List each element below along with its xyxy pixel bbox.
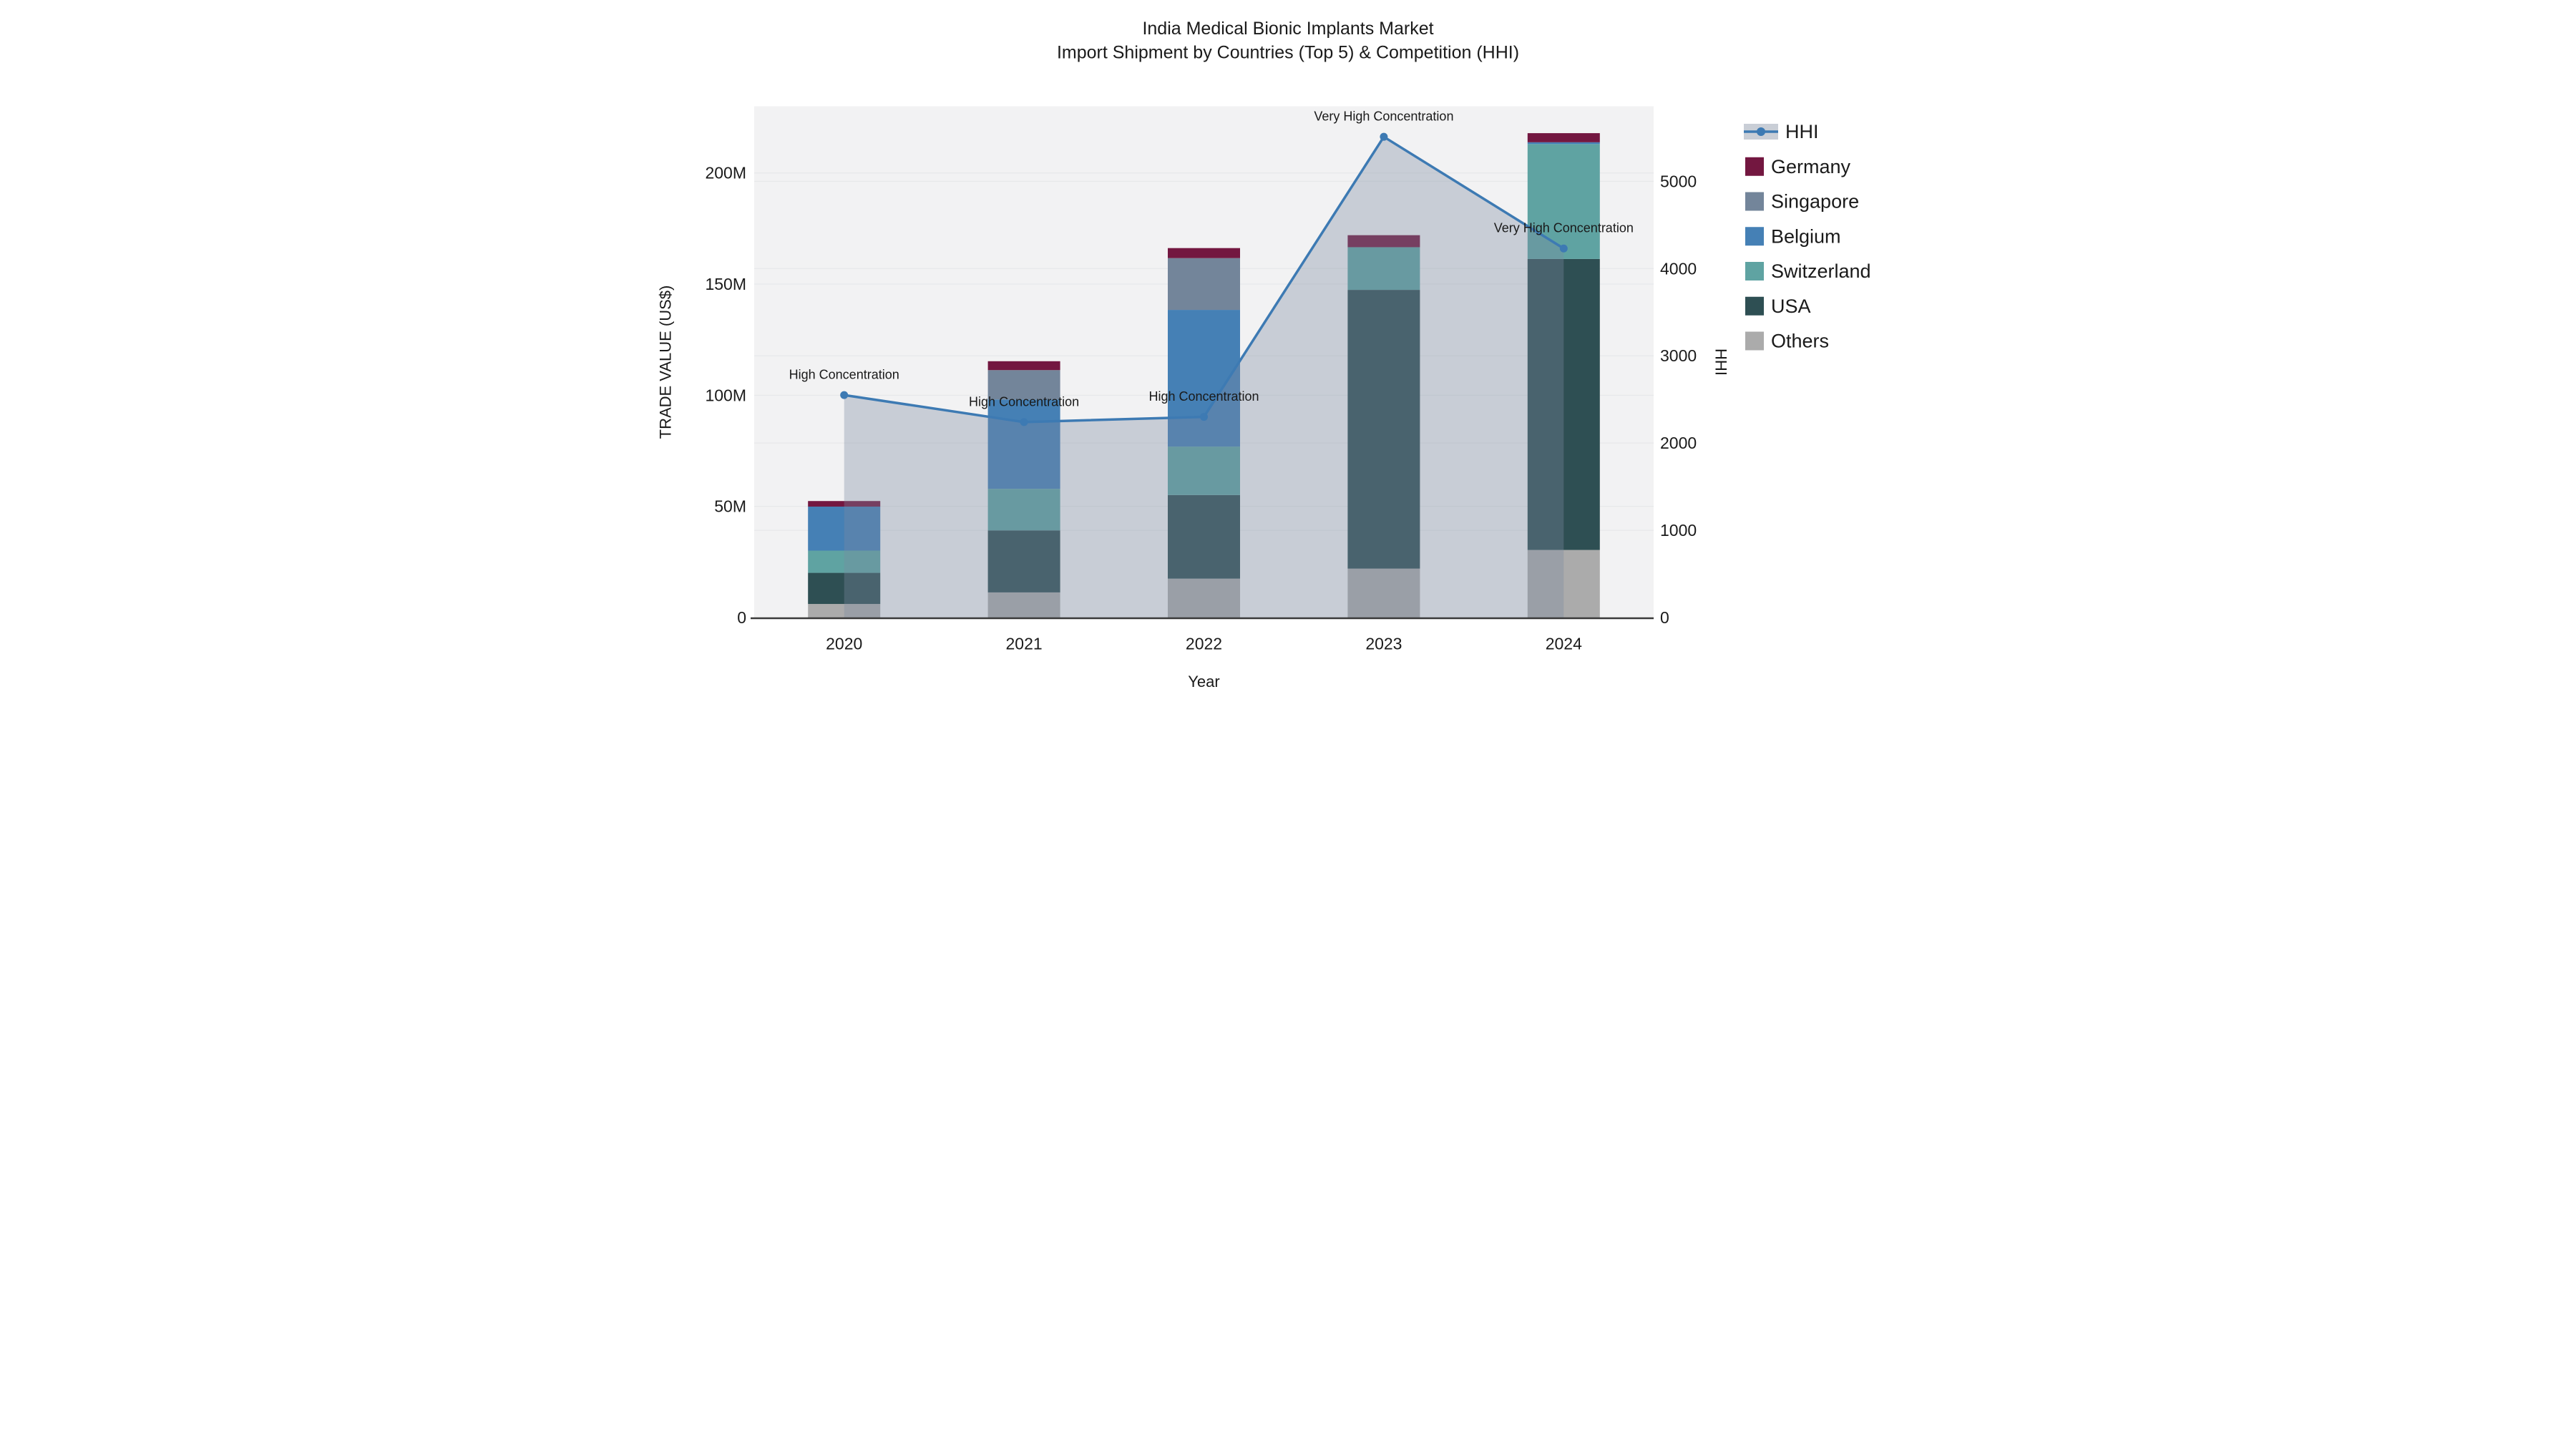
bar-segment-germany-2024[interactable] — [1527, 133, 1600, 142]
x-tick-2020: 2020 — [826, 635, 862, 653]
bar-segment-singapore-2022[interactable] — [1168, 258, 1240, 311]
legend-item-singapore[interactable]: Singapore — [1745, 191, 1859, 213]
bar-segment-usa-2020[interactable] — [808, 572, 881, 605]
bar-segment-others-2024[interactable] — [1527, 550, 1600, 618]
x-tick-2021: 2021 — [1006, 635, 1043, 653]
legend-hhi-marker-icon — [1757, 127, 1765, 136]
bar-segment-switzerland-2020[interactable] — [808, 550, 881, 573]
x-axis-title: Year — [1188, 673, 1219, 691]
hhi-marker-2022[interactable] — [1200, 413, 1208, 421]
legend-item-usa[interactable]: USA — [1745, 296, 1811, 317]
x-tick-2022: 2022 — [1186, 635, 1222, 653]
y-right-tick: 2000 — [1660, 434, 1697, 452]
figure: India Medical Bionic Implants Market Imp… — [644, 0, 1932, 725]
y-left-tick: 100M — [705, 386, 746, 404]
legend-label: Others — [1771, 331, 1829, 352]
legend-label: Singapore — [1771, 191, 1859, 213]
bar-segment-belgium-2021[interactable] — [987, 399, 1060, 489]
y-left-tick: 150M — [705, 275, 746, 293]
hhi-marker-2023[interactable] — [1380, 132, 1388, 141]
annotation-2021: High Concentration — [969, 394, 1079, 409]
bar-segment-switzerland-2024[interactable] — [1527, 144, 1600, 259]
bar-segment-germany-2021[interactable] — [987, 361, 1060, 371]
chart-title-line1: India Medical Bionic Implants Market — [1142, 19, 1433, 39]
bar-segment-switzerland-2021[interactable] — [987, 489, 1060, 531]
y-right-tick: 0 — [1660, 608, 1669, 627]
x-tick-2024: 2024 — [1546, 635, 1582, 653]
hhi-area-fill — [844, 137, 1564, 618]
y-right-tick: 1000 — [1660, 521, 1697, 540]
stacked-bars — [808, 133, 1600, 618]
hhi-marker-2020[interactable] — [840, 391, 849, 399]
y-right-tick: 5000 — [1660, 172, 1697, 190]
legend-swatch-icon — [1745, 157, 1764, 176]
bar-segment-others-2020[interactable] — [808, 604, 881, 618]
legend-swatch-icon — [1745, 296, 1764, 316]
y-left-tick: 0 — [737, 608, 746, 627]
legend-item-hhi[interactable]: HHI — [1744, 121, 1819, 142]
bar-segment-germany-2023[interactable] — [1347, 235, 1420, 248]
hhi-marker-2021[interactable] — [1020, 418, 1028, 426]
bar-segment-others-2021[interactable] — [987, 592, 1060, 618]
y-left-tick: 200M — [705, 164, 746, 182]
bar-segment-usa-2021[interactable] — [987, 530, 1060, 592]
x-tick-2023: 2023 — [1365, 635, 1402, 653]
bar-segment-belgium-2024[interactable] — [1527, 142, 1600, 145]
annotation-2024: Very High Concentration — [1494, 221, 1634, 235]
legend-swatch-icon — [1745, 192, 1764, 211]
legend: HHI Germany Singapore Belgium Switzerland USA… — [1744, 121, 1871, 352]
bar-segment-germany-2022[interactable] — [1168, 248, 1240, 258]
plot-layer: High Concentration High Concentration High… — [705, 106, 1697, 653]
y-right-tick: 3000 — [1660, 346, 1697, 365]
hhi-import-chart: India Medical Bionic Implants Market Imp… — [657, 19, 1871, 691]
bar-segment-usa-2024[interactable] — [1527, 258, 1600, 550]
legend-label: USA — [1771, 296, 1811, 317]
legend-swatch-icon — [1745, 227, 1764, 246]
hhi-marker-2024[interactable] — [1559, 244, 1568, 253]
annotation-2023: Very High Concentration — [1314, 109, 1453, 124]
legend-swatch-icon — [1745, 331, 1764, 351]
legend-item-switzerland[interactable]: Switzerland — [1745, 260, 1871, 282]
legend-item-germany[interactable]: Germany — [1745, 156, 1851, 177]
annotation-2020: High Concentration — [789, 368, 899, 382]
legend-item-others[interactable]: Others — [1745, 331, 1829, 352]
bar-segment-others-2022[interactable] — [1168, 578, 1240, 618]
bar-segment-others-2023[interactable] — [1347, 568, 1420, 618]
y-axis-title-right: HHI — [1712, 348, 1730, 376]
bar-segment-germany-2020[interactable] — [808, 501, 881, 507]
bar-segment-singapore-2021[interactable] — [987, 370, 1060, 400]
bar-segment-switzerland-2022[interactable] — [1168, 447, 1240, 495]
y-left-tick: 50M — [714, 497, 746, 516]
legend-label: HHI — [1785, 121, 1819, 142]
legend-label: Germany — [1771, 156, 1851, 177]
bar-segment-usa-2022[interactable] — [1168, 494, 1240, 579]
y-right-tick: 4000 — [1660, 259, 1697, 278]
annotation-2022: High Concentration — [1148, 389, 1259, 404]
legend-label: Switzerland — [1771, 260, 1871, 282]
y-axis-title-left: TRADE VALUE (US$) — [657, 286, 675, 439]
bar-segment-usa-2023[interactable] — [1347, 290, 1420, 569]
legend-swatch-icon — [1745, 262, 1764, 280]
bar-segment-belgium-2020[interactable] — [808, 506, 881, 551]
legend-item-belgium[interactable]: Belgium — [1745, 225, 1841, 247]
legend-label: Belgium — [1771, 225, 1841, 247]
bar-segment-switzerland-2023[interactable] — [1347, 247, 1420, 291]
chart-title-line2: Import Shipment by Countries (Top 5) & C… — [1057, 43, 1519, 63]
